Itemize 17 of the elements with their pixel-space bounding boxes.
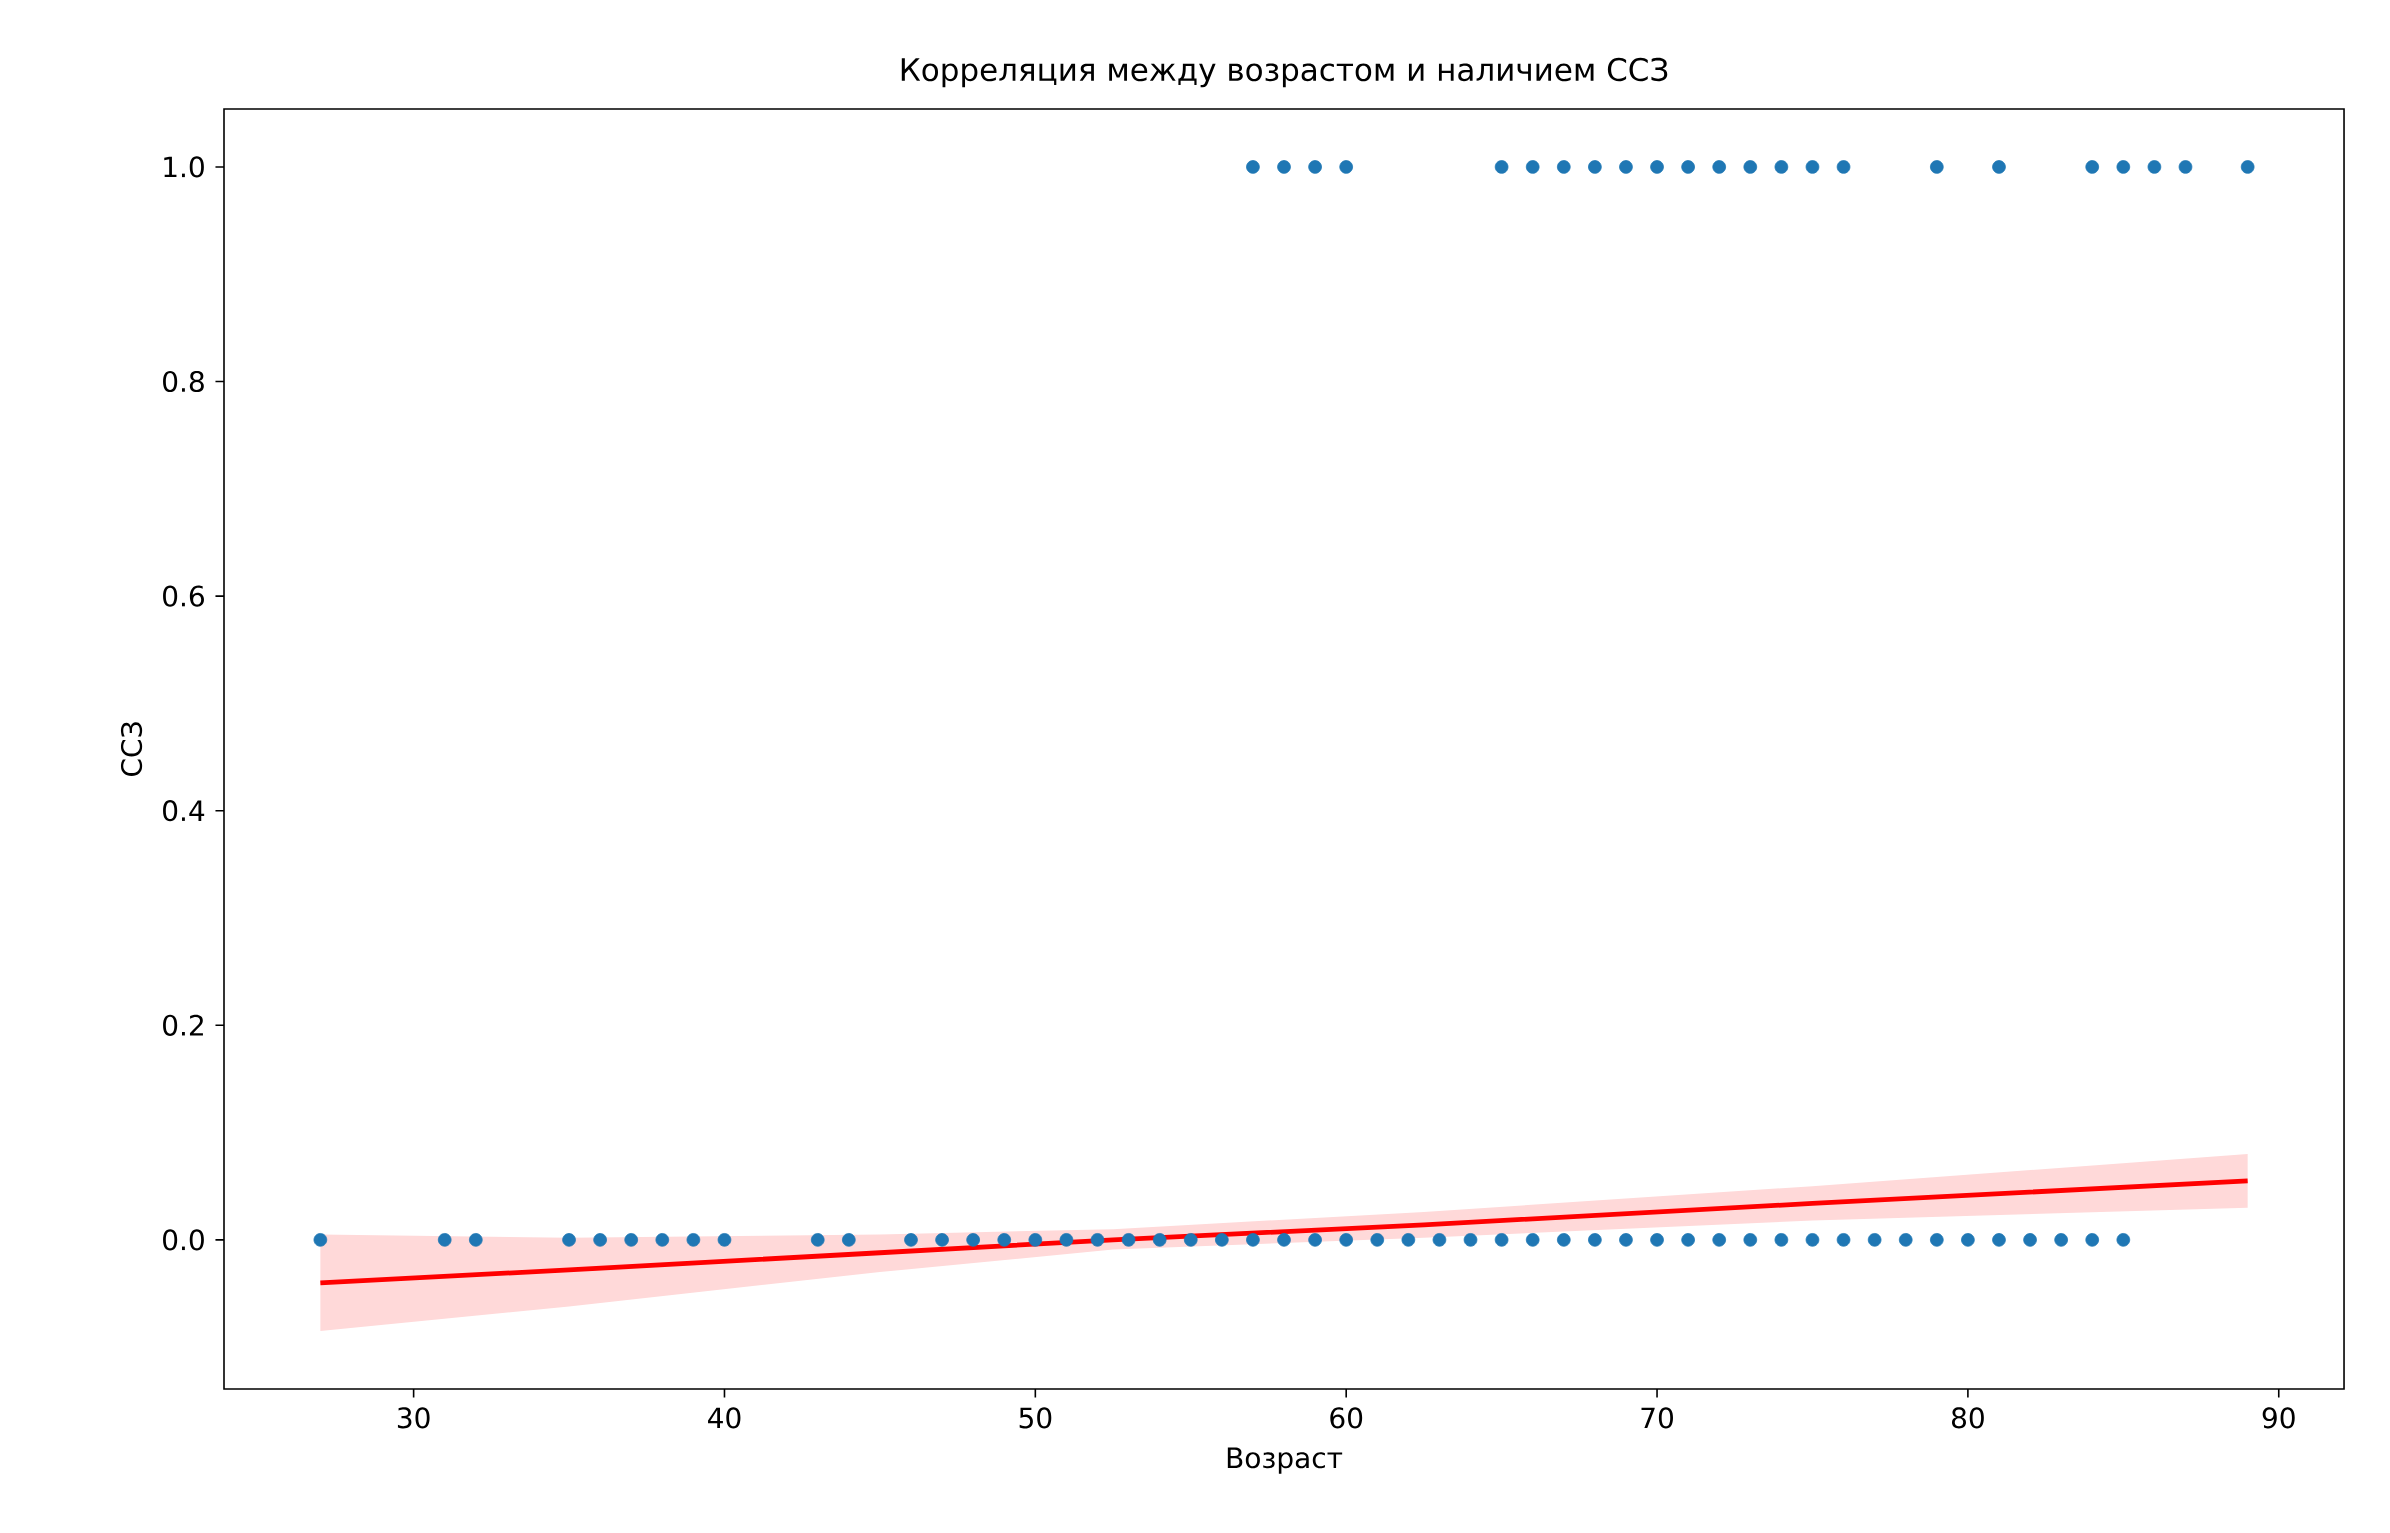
x-tick-label: 60 bbox=[1330, 1407, 1363, 1429]
line-series bbox=[317, 1178, 2251, 1286]
y-tick-label: 1.0 bbox=[164, 156, 204, 178]
x-tick-label: 80 bbox=[1951, 1407, 1984, 1429]
x-tick-label: 90 bbox=[2262, 1407, 2295, 1429]
y-tick-label: 0.6 bbox=[163, 585, 204, 607]
x-tick-label: 30 bbox=[397, 1407, 430, 1429]
y-tick-label: 0.4 bbox=[163, 800, 205, 822]
y-tick-label: 0.2 bbox=[163, 1014, 203, 1036]
y-tick-label: 0.8 bbox=[163, 370, 204, 393]
chart-title: Корреляция между возрастом и наличием ССЗ bbox=[901, 57, 1668, 88]
y-axis-title: ССЗ bbox=[120, 722, 143, 776]
x-axis-title: Возраст bbox=[1227, 1447, 1343, 1474]
x-tick-label: 50 bbox=[1019, 1407, 1052, 1429]
x-tick-label: 70 bbox=[1641, 1407, 1673, 1429]
x-tick-label: 40 bbox=[708, 1407, 741, 1429]
y-tick-label: 0.0 bbox=[163, 1229, 204, 1251]
